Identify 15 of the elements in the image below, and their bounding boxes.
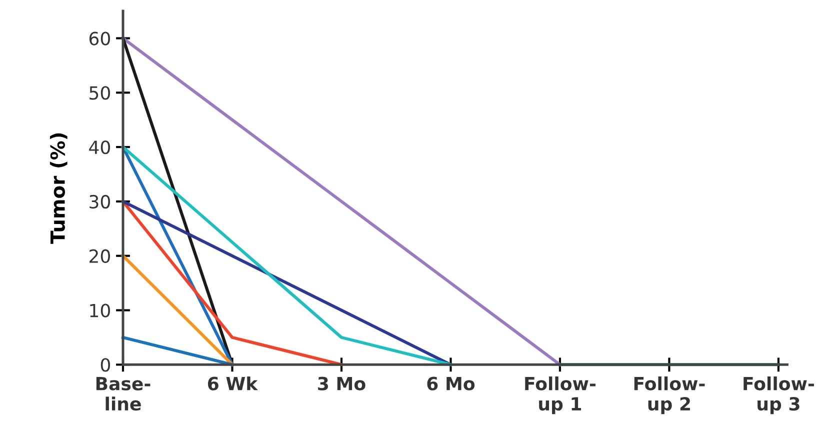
x-tick-label: 6 Wk (208, 376, 258, 390)
y-tick-label: 60 (89, 32, 110, 46)
y-tick-label: 20 (90, 249, 110, 263)
y-axis-title: Tumor (%) (50, 133, 68, 244)
x-tick-label: 6 Mo (427, 376, 475, 390)
x-tick-label: Follow- up 3 (744, 376, 814, 414)
y-tick-label: 50 (90, 86, 110, 100)
y-tick-label: 40 (89, 140, 110, 154)
x-tick-label: 3 Mo (318, 376, 366, 390)
y-tick-label: 30 (90, 194, 110, 209)
y-tick-label: 10 (90, 304, 110, 318)
x-tick-label: Follow- up 1 (525, 376, 596, 414)
x-tick-label: Follow- up 2 (634, 376, 705, 414)
x-tick-label: Base- line (96, 377, 150, 411)
y-tick-label: 0 (100, 358, 110, 372)
